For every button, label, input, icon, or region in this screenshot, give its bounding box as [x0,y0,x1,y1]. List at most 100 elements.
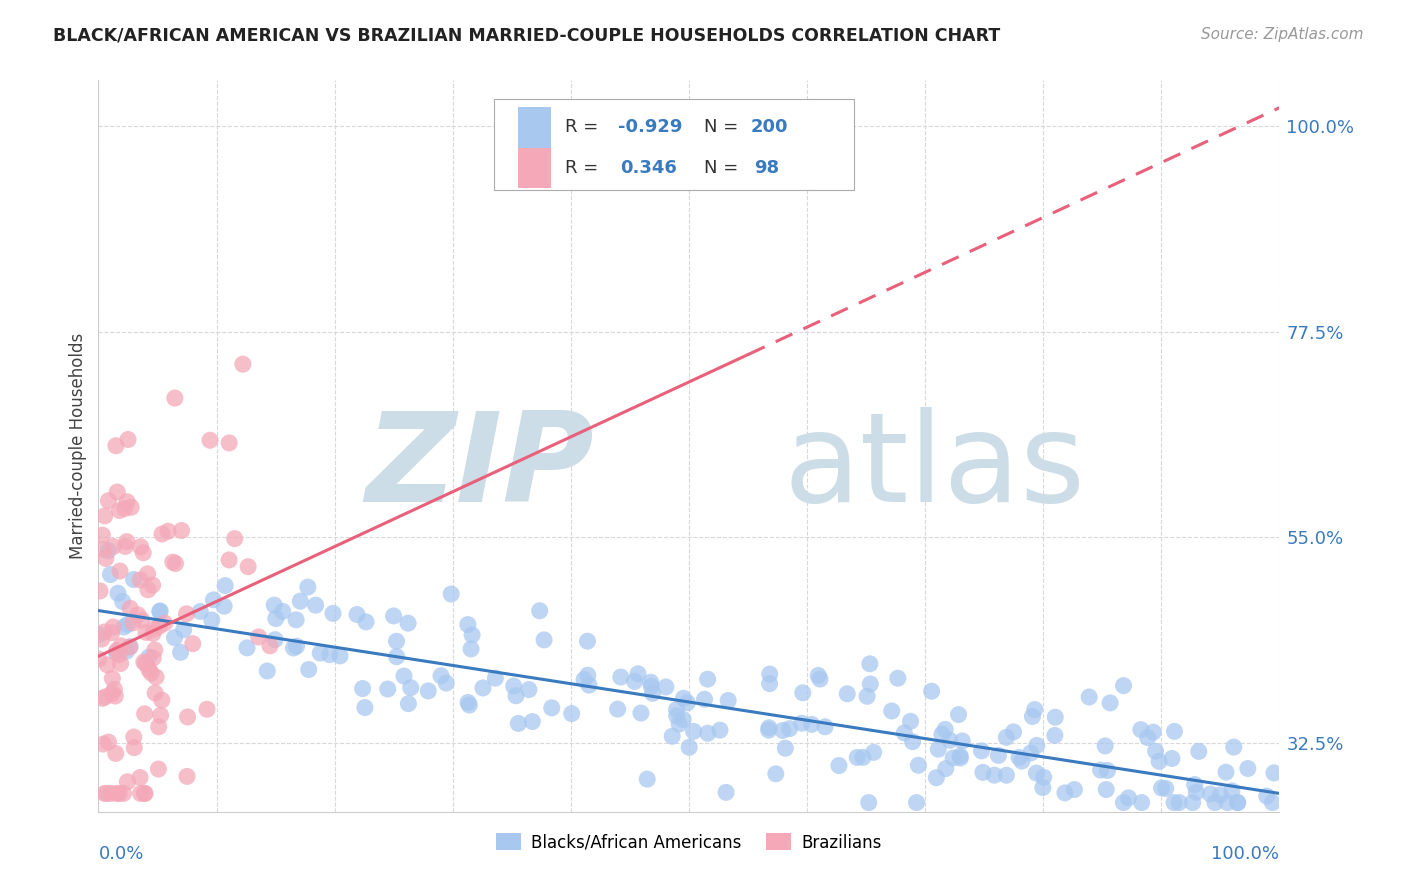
Point [458,698,481,712]
Point [224,532,246,546]
Point [846,750,869,764]
Point [117,774,139,789]
Point [138,650,160,665]
Point [1118,790,1140,805]
Point [1063,782,1085,797]
Point [103,620,125,634]
Y-axis label: Married-couple Households: Married-couple Households [69,333,87,559]
Point [117,433,139,447]
Point [995,731,1018,745]
Point [136,582,159,597]
Point [1112,679,1135,693]
Point [103,540,125,554]
Point [856,690,879,704]
Point [1209,788,1232,802]
Point [887,671,910,685]
Point [540,701,562,715]
Point [1261,796,1284,810]
Point [136,566,159,581]
Point [100,567,122,582]
Point [665,703,688,717]
Point [149,708,172,723]
Point [97,543,120,558]
Point [1043,728,1066,742]
Point [1090,763,1112,777]
Point [1184,778,1206,792]
Point [142,578,165,592]
Point [678,740,700,755]
Point [1032,780,1054,795]
Point [665,709,688,723]
Point [641,686,664,700]
Point [505,689,527,703]
Point [263,598,285,612]
Point [135,625,157,640]
Point [122,730,145,744]
Point [970,744,993,758]
Point [100,787,122,801]
Text: 0.0%: 0.0% [98,845,143,863]
Point [983,768,1005,782]
Point [114,540,136,554]
Point [578,678,600,692]
Point [112,787,135,801]
Point [93,508,115,523]
Point [149,604,172,618]
Point [758,667,780,681]
Point [1181,796,1204,810]
Point [150,693,173,707]
Point [484,671,506,685]
Point [461,628,484,642]
Legend: Blacks/African Americans, Brazilians: Blacks/African Americans, Brazilians [489,827,889,858]
Point [606,702,628,716]
Point [129,771,152,785]
Point [236,640,259,655]
Point [1045,710,1067,724]
Point [1237,762,1260,776]
Point [1078,690,1101,704]
Point [792,686,814,700]
Point [105,646,128,660]
Point [1021,709,1043,723]
Point [96,657,118,672]
Point [108,564,131,578]
Point [87,627,110,641]
Point [87,652,110,666]
Point [1032,770,1054,784]
Point [1094,739,1116,753]
Point [939,733,962,747]
Point [218,553,240,567]
Point [623,674,645,689]
Point [502,679,524,693]
Point [931,727,953,741]
Point [385,649,408,664]
Point [418,684,440,698]
Point [661,729,683,743]
Point [1161,751,1184,765]
Point [131,613,153,627]
Point [529,604,551,618]
Point [714,785,737,799]
Point [627,666,650,681]
Point [114,501,136,516]
Point [104,689,127,703]
Point [837,687,859,701]
Point [150,527,173,541]
Point [1112,796,1135,810]
Point [153,616,176,631]
Point [285,613,308,627]
Point [457,617,479,632]
Point [396,697,419,711]
Point [142,626,165,640]
Point [758,676,780,690]
Text: Source: ZipAtlas.com: Source: ZipAtlas.com [1201,27,1364,42]
Point [134,787,156,801]
Point [97,735,120,749]
Point [93,624,115,639]
Point [115,494,138,508]
Point [271,604,294,618]
Point [122,740,145,755]
Point [100,625,122,640]
Point [148,762,170,776]
Point [948,707,970,722]
